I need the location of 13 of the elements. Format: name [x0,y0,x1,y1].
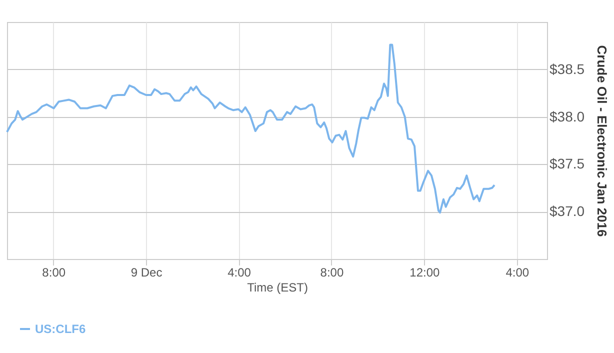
y-tick-label: $38.5 [550,60,585,77]
y-tick-label: $38.0 [550,108,585,124]
y-tick-label: $37.0 [550,203,585,220]
y-tick-label: $37.5 [550,156,585,172]
x-tick-label: 8:00 [42,266,66,280]
x-axis-title: Time (EST) [247,280,308,294]
y-axis-title: Crude Oil - Electronic Jan 2016 [594,45,610,237]
x-tick-label: 12:00 [410,266,440,280]
x-tick-label: 9 Dec [130,266,162,280]
x-tick-label: 8:00 [320,266,344,280]
legend-label: US:CLF6 [35,322,86,336]
x-tick-label: 4:00 [506,266,530,280]
x-tick-label: 4:00 [228,266,252,280]
